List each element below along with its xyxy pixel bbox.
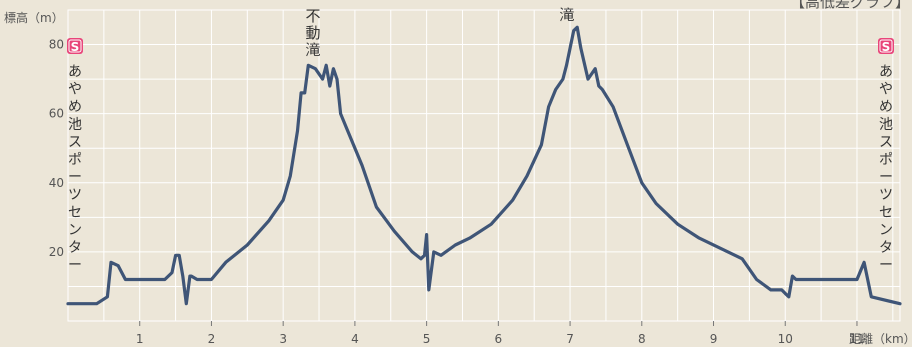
x-tick-label: 10: [778, 332, 793, 346]
start-marker-letter: S: [882, 40, 891, 54]
end-label-char: タ: [879, 240, 893, 256]
y-tick-label: 40: [49, 176, 64, 190]
start-marker-inner: [68, 39, 82, 53]
grid: [67, 9, 901, 322]
plot-frame: [67, 9, 901, 322]
start-label-char: ー: [68, 170, 82, 186]
x-tick-label: 1: [136, 332, 144, 346]
end-label-char: め: [879, 99, 893, 115]
end-label-char: ス: [879, 134, 893, 150]
y-tick-label: 60: [49, 107, 64, 121]
end-label-char: 池: [879, 117, 893, 133]
line-layer: [66, 25, 902, 306]
start-marker-inner: [879, 39, 893, 53]
start-label-char: め: [68, 99, 82, 115]
start-label-char: ポ: [68, 152, 82, 168]
start-marker-box: [67, 38, 83, 54]
x-tick-label: 6: [495, 332, 503, 346]
start-label-char: ー: [68, 258, 82, 274]
x-axis-label: 距離（km）: [849, 332, 912, 346]
tick-labels: 1 2 3 4 5 6 7 8 9 10 11 20 40 60 80: [49, 38, 865, 346]
start-label-char: セ: [68, 205, 82, 221]
peak-label-char: 滝: [559, 6, 574, 24]
start-label-char: 池: [68, 117, 82, 133]
x-tick-label: 8: [638, 332, 646, 346]
start-label-char: ス: [68, 134, 82, 150]
end-label-char: や: [879, 82, 893, 98]
start-label-char: タ: [68, 240, 82, 256]
end-label-char: ン: [879, 222, 893, 238]
start-label-char: ツ: [68, 187, 82, 203]
start-label-char: あ: [68, 64, 82, 80]
x-tick-label: 5: [423, 332, 431, 346]
y-tick-label: 80: [49, 38, 64, 52]
y-tick-label: 20: [49, 245, 64, 259]
start-label-char: や: [68, 82, 82, 98]
x-tick-label: 2: [208, 332, 216, 346]
start-label-char: ン: [68, 222, 82, 238]
x-tick-label: 3: [279, 332, 287, 346]
elevation-line: [66, 25, 902, 306]
end-label-char: ー: [879, 170, 893, 186]
end-label-char: ツ: [879, 187, 893, 203]
start-marker-box: [878, 38, 894, 54]
peak-label-char: 不: [305, 7, 320, 25]
x-tick-label: 4: [351, 332, 359, 346]
end-label-char: ー: [879, 258, 893, 274]
end-label-char: セ: [879, 205, 893, 221]
end-label-char: あ: [879, 64, 893, 80]
x-tick-label: 9: [710, 332, 718, 346]
peak-label-char: 動: [305, 24, 320, 42]
chart-title: 【高低差グラフ】: [790, 0, 910, 11]
x-tick-label: 11: [849, 332, 864, 346]
end-label-char: ポ: [879, 152, 893, 168]
y-axis-label: 標高（m）: [4, 10, 64, 25]
start-marker-letter: S: [71, 40, 80, 54]
x-tick-label: 7: [566, 332, 574, 346]
peak-label-char: 滝: [305, 41, 320, 59]
